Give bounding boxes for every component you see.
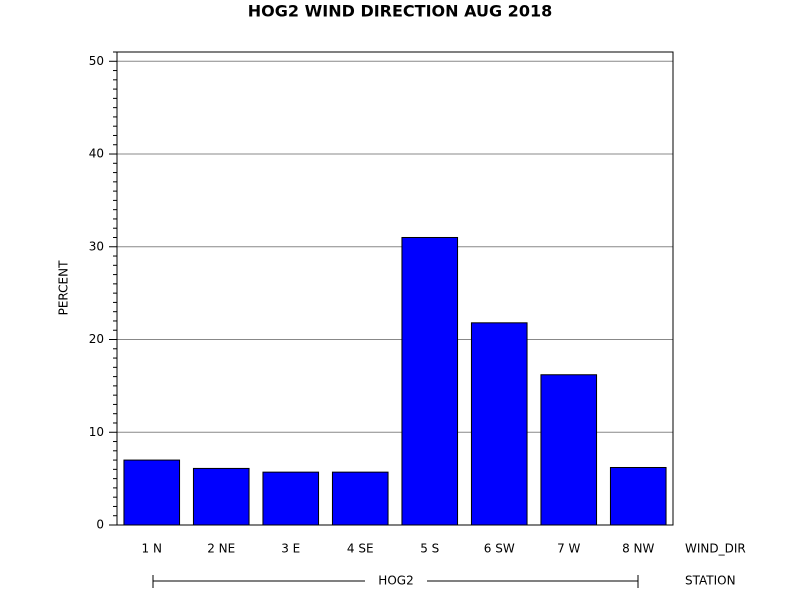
bar xyxy=(401,236,459,526)
x-tick-label: 6 SW xyxy=(484,542,515,556)
group-label: HOG2 xyxy=(378,574,413,588)
x-tick-label: 3 E xyxy=(281,542,300,556)
plot-frame xyxy=(116,51,674,526)
x-tick-label: 8 NW xyxy=(622,542,654,556)
bar xyxy=(262,471,320,526)
x-tick-label: 7 W xyxy=(557,542,580,556)
y-axis-label: PERCENT xyxy=(57,260,71,315)
bar xyxy=(540,374,598,526)
x-tick-label: 5 S xyxy=(420,542,439,556)
x-tick-label: 1 N xyxy=(142,542,162,556)
y-tick-label: 0 xyxy=(96,518,104,532)
y-tick-label: 50 xyxy=(89,54,104,68)
bar xyxy=(470,322,528,526)
x-axis-label: WIND_DIR xyxy=(685,542,746,556)
y-tick-label: 20 xyxy=(89,332,104,346)
y-tick-label: 40 xyxy=(89,147,104,161)
y-tick-label: 10 xyxy=(89,425,104,439)
y-tick-label: 30 xyxy=(89,239,104,253)
bar xyxy=(192,467,250,526)
x-tick-label: 2 NE xyxy=(207,542,235,556)
chart-title: HOG2 WIND DIRECTION AUG 2018 xyxy=(248,2,552,21)
x-tick-label: 4 SE xyxy=(347,542,374,556)
group-axis-label: STATION xyxy=(685,574,736,588)
bar xyxy=(123,459,181,526)
bar xyxy=(609,466,667,526)
bar xyxy=(331,471,389,526)
